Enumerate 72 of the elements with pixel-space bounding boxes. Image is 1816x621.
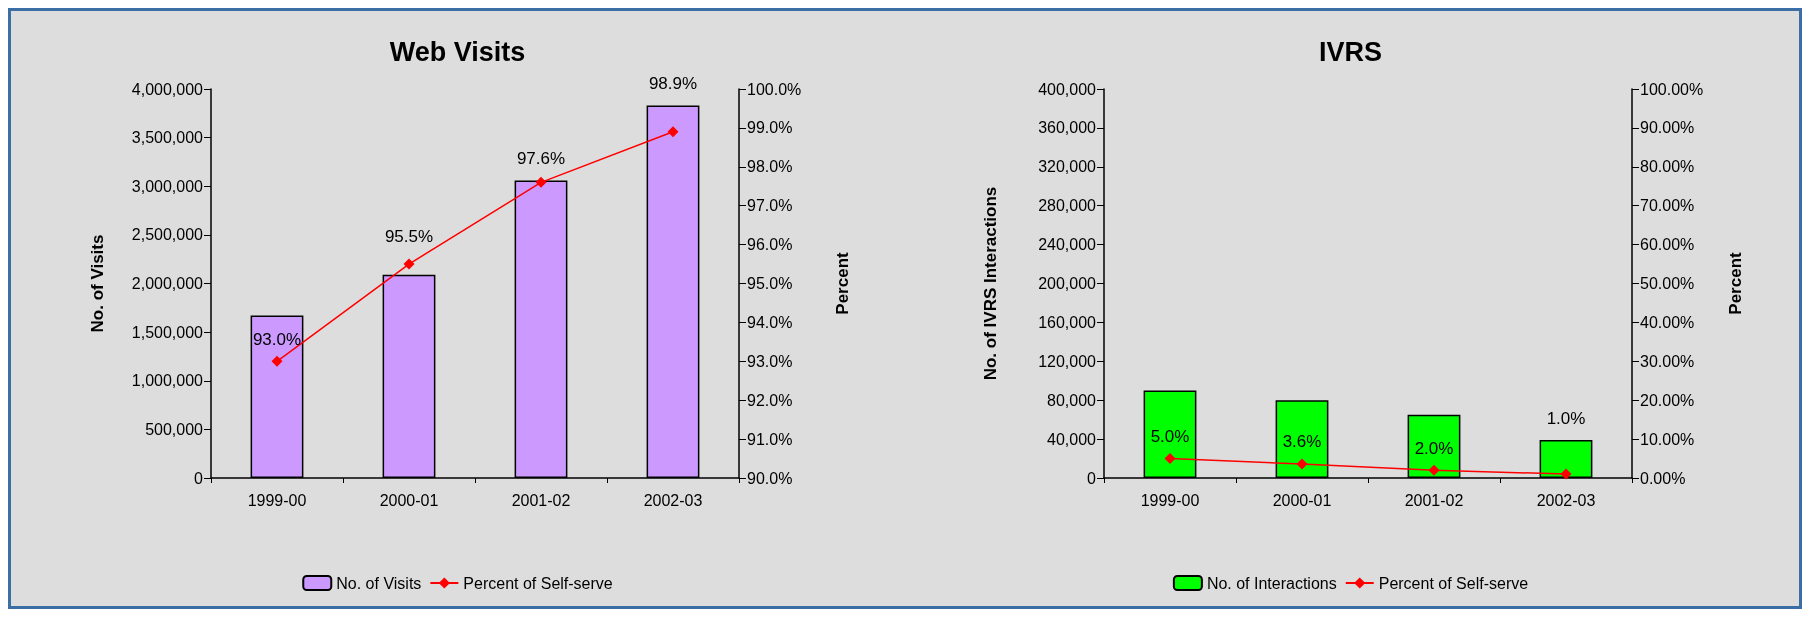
data-label: 93.0% [252,329,302,349]
y-tick-label: 0 [194,469,204,487]
y2-tick-label: 40.00% [1640,313,1695,331]
x-tick-label: 2000-01 [1272,491,1332,509]
y2-tick-label: 50.00% [1640,275,1695,292]
y2-tick-label: 91.0% [747,430,793,448]
y2-tick-label: 90.0% [747,469,793,487]
y-tick-label: 2,000,000 [131,275,204,292]
y2-tick-label: 92.0% [747,391,793,409]
y-tick-label: 80,000 [1047,391,1097,409]
data-label: 98.9% [648,74,698,94]
y2-tick-label: 80.00% [1640,158,1695,176]
y-tick-label: 400,000 [1038,80,1097,98]
legend-label: Percent of Self-serve [1378,574,1529,592]
y-tick-label: 320,000 [1038,158,1097,176]
x-tick-label: 2001-02 [1404,491,1464,509]
data-label: 3.6% [1282,432,1322,452]
data-label: 5.0% [1150,427,1190,447]
x-tick-label: 2002-03 [643,491,703,509]
point [535,176,547,188]
y2-tick-label: 95.0% [747,275,793,292]
y2-tick-label: 96.0% [747,236,793,254]
point [271,355,283,367]
y-tick-label: 280,000 [1038,197,1097,215]
y-tick-label: 200,000 [1038,275,1097,292]
y2-tick-label: 60.00% [1640,236,1695,254]
y2-tick-label: 20.00% [1640,391,1695,409]
data-label: 97.6% [516,148,566,168]
y-tick-label: 120,000 [1038,352,1097,370]
y-tick-label: 3,000,000 [131,177,204,195]
y2-tick-label: 100.00% [1640,80,1704,98]
y-tick-label: 3,500,000 [131,129,204,147]
x-tick-label: 2001-02 [511,491,571,509]
y-tick-label: 40,000 [1047,430,1097,448]
y2-tick-label: 93.0% [747,352,793,370]
y-tick-label: 4,000,000 [131,80,204,98]
point [667,126,679,138]
y2-tick-label: 0.00% [1640,469,1686,487]
x-tick-label: 2000-01 [379,491,439,509]
y2-tick-label: 100.0% [747,80,802,98]
chart-title: IVRS [1318,36,1383,67]
y2-tick-label: 98.0% [747,158,793,176]
x-tick-label: 2002-03 [1536,491,1596,509]
y-tick-label: 360,000 [1038,119,1097,137]
y2-tick-label: 10.00% [1640,430,1695,448]
y-tick-label: 1,500,000 [131,323,204,341]
y2-tick-label: 99.0% [747,119,793,137]
y-tick-label: 1,000,000 [131,372,204,390]
y2-axis-title: Percent [833,251,852,315]
y-axis-title: No. of Visits [88,234,107,333]
y-axis-title: No. of IVRS Interactions [981,186,1000,381]
legend-label: No. of Interactions [1206,574,1337,592]
y2-axis-title: Percent [1726,251,1745,315]
y-tick-label: 0 [1087,469,1097,487]
y-tick-label: 500,000 [145,420,204,438]
y-tick-label: 160,000 [1038,313,1097,331]
point [403,258,415,270]
y2-tick-label: 97.0% [747,197,793,215]
x-tick-label: 1999-00 [1140,491,1200,509]
y2-tick-label: 30.00% [1640,352,1695,370]
data-label: 1.0% [1546,408,1586,428]
y2-tick-label: 70.00% [1640,197,1695,215]
legend-label: Percent of Self-serve [463,574,613,592]
data-label: 95.5% [384,226,434,246]
chart-title: Web Visits [389,36,526,67]
legend-label: No. of Visits [336,574,422,592]
y-tick-label: 240,000 [1038,236,1097,254]
y2-tick-label: 90.00% [1640,119,1695,137]
y2-tick-label: 94.0% [747,313,793,331]
x-tick-label: 1999-00 [247,491,307,509]
y-tick-label: 2,500,000 [131,226,204,244]
data-label: 2.0% [1414,438,1454,458]
